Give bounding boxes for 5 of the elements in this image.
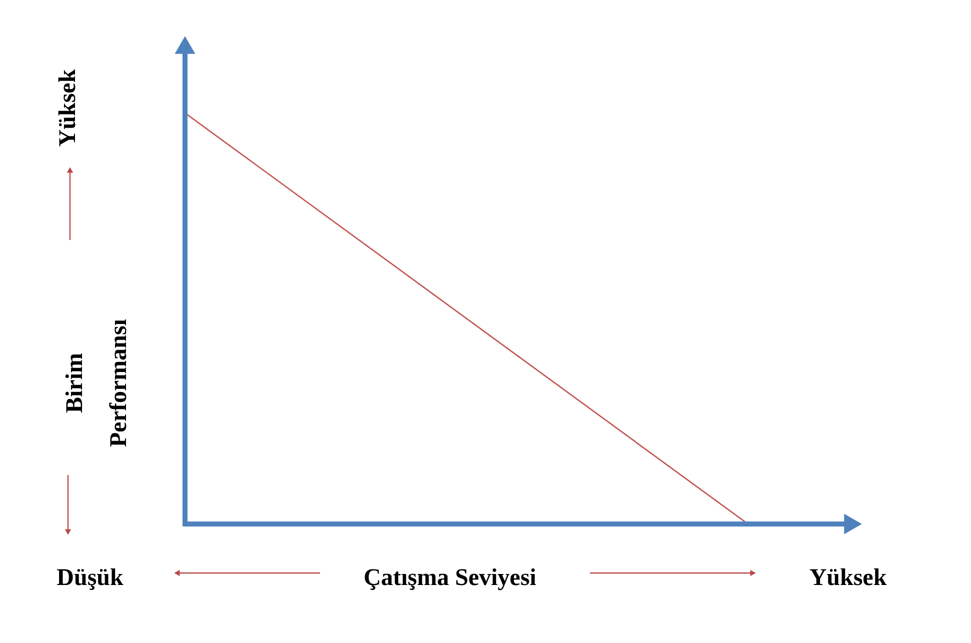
y-axis-title: Birim Performansı <box>62 318 132 447</box>
x-axis-title: Çatışma Seviyesi <box>364 565 537 591</box>
annotation: Yüksek <box>55 68 81 147</box>
text: Yüksek <box>809 565 888 591</box>
text: Düşük <box>56 565 124 591</box>
